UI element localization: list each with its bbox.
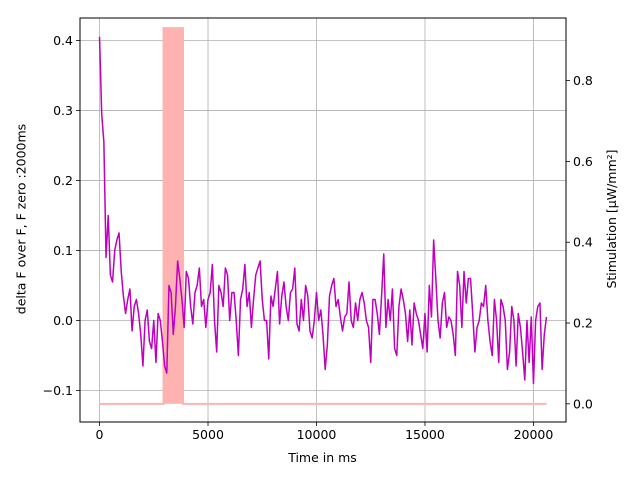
signal-series — [98, 36, 548, 385]
y-tick-label: 0.4 — [53, 33, 73, 48]
y-tick-label: 0.1 — [53, 243, 73, 258]
plot-frame — [79, 17, 567, 423]
y-axis-ticks: −0.1 0.0 0.1 0.2 0.3 0.4 — [43, 33, 80, 398]
y2-tick-label: 0.0 — [573, 396, 593, 411]
x-tick-label: 10000 — [297, 427, 337, 442]
y2-axis-ticks: 0.0 0.2 0.4 0.6 0.8 — [566, 73, 593, 411]
y2-axis-label: Stimulation [μW/mm²] — [604, 149, 619, 288]
y-tick-label: −0.1 — [43, 383, 73, 398]
y-axis-label: delta F over F, F zero :2000ms — [14, 124, 29, 314]
y2-tick-label: 0.6 — [573, 154, 593, 169]
y-tick-label: 0.2 — [53, 173, 73, 188]
y-tick-label: 0.0 — [53, 313, 73, 328]
x-axis-ticks: 0 5000 10000 15000 20000 — [96, 422, 554, 442]
stimulation-pulse — [163, 28, 184, 404]
x-axis-label: Time in ms — [287, 450, 357, 465]
signal-line — [98, 36, 548, 385]
y2-tick-label: 0.4 — [573, 235, 593, 250]
y2-tick-label: 0.8 — [573, 73, 593, 88]
y2-tick-label: 0.2 — [573, 316, 593, 331]
y-tick-label: 0.3 — [53, 103, 73, 118]
x-tick-label: 5000 — [192, 427, 224, 442]
x-tick-label: 0 — [96, 427, 104, 442]
x-tick-label: 20000 — [514, 427, 554, 442]
x-tick-label: 15000 — [405, 427, 445, 442]
